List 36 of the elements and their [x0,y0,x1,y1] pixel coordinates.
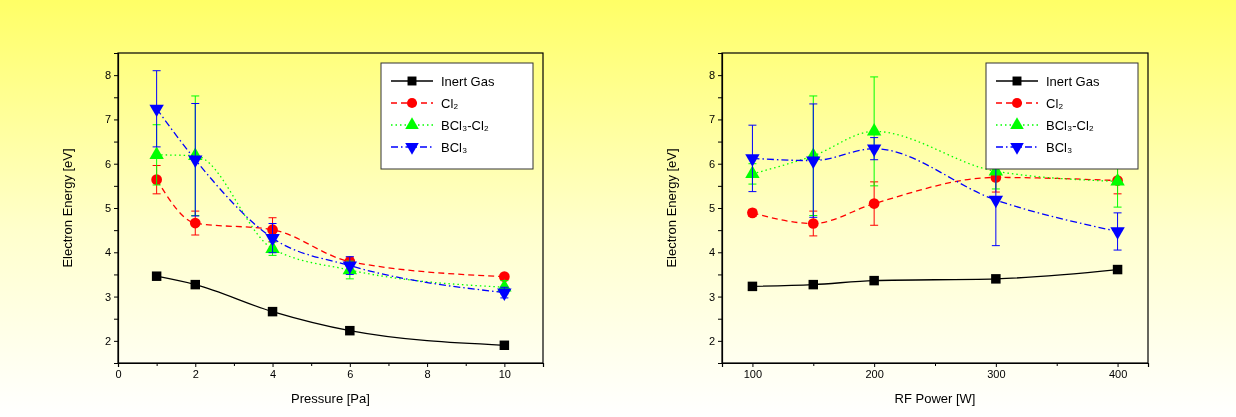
x-tick-label: 8 [424,367,431,380]
y-tick-label: 8 [708,69,715,82]
x-tick-label: 6 [347,367,354,380]
legend-label: Cl₂ [441,96,459,111]
x-tick-label: 10 [498,367,511,380]
x-tick-label: 0 [115,367,122,380]
y-tick-label: 8 [104,69,111,82]
legend-label: Inert Gas [441,74,495,89]
legend-label: BCl₃-Cl₂ [1046,118,1094,133]
y-tick-label: 4 [104,246,111,259]
y-tick-label: 2 [708,334,715,347]
y-tick-label: 3 [708,290,715,303]
legend-label: Cl₂ [1046,96,1064,111]
y-tick-label: 6 [708,157,715,170]
legend-label: BCl₃ [441,140,468,155]
x-axis-title: Pressure [Pa] [291,391,370,406]
legend-label: BCl₃ [1046,140,1073,155]
x-tick-label: 300 [987,367,1006,380]
x-tick-label: 400 [1108,367,1128,380]
y-tick-label: 3 [104,290,111,303]
y-tick-label: 4 [708,246,715,259]
y-axis-title: Electron Energy [eV] [60,148,75,268]
y-tick-label: 6 [104,157,111,170]
x-tick-label: 200 [865,367,884,380]
y-axis-title: Electron Energy [eV] [664,148,679,268]
x-tick-label: 2 [192,367,199,380]
x-tick-label: 4 [269,367,277,380]
y-tick-label: 5 [104,202,111,215]
legend-label: Inert Gas [1046,74,1100,89]
y-tick-label: 7 [708,113,715,126]
x-axis-title: RF Power [W] [894,391,976,406]
x-tick-label: 100 [743,367,763,380]
y-tick-label: 5 [708,202,715,215]
legend-label: BCl₃-Cl₂ [441,118,489,133]
y-tick-label: 7 [104,113,111,126]
y-tick-label: 2 [104,334,111,347]
